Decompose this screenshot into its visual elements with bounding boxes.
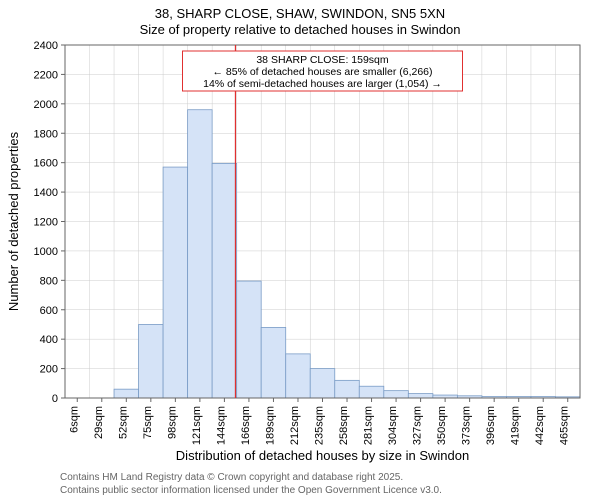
ytick-label: 600	[40, 305, 58, 317]
xtick-label: 98sqm	[166, 406, 178, 439]
xtick-label: 442sqm	[534, 406, 546, 445]
xtick-label: 52sqm	[117, 406, 129, 439]
ytick-label: 400	[40, 334, 58, 346]
chart-title-main: 38, SHARP CLOSE, SHAW, SWINDON, SN5 5XN	[155, 6, 445, 21]
annotation-line2: ← 85% of detached houses are smaller (6,…	[212, 66, 432, 78]
histogram-bar	[359, 386, 384, 398]
ytick-label: 0	[52, 393, 58, 405]
footer-line2: Contains public sector information licen…	[60, 485, 442, 496]
histogram-bar	[310, 369, 335, 398]
x-axis-label: Distribution of detached houses by size …	[176, 448, 469, 463]
xtick-label: 212sqm	[289, 406, 301, 445]
y-axis-label: Number of detached properties	[6, 131, 21, 311]
ytick-label: 200	[40, 364, 58, 376]
histogram-bar	[261, 327, 286, 398]
histogram-bar	[237, 281, 262, 398]
ytick-label: 2000	[34, 99, 58, 111]
footer-line1: Contains HM Land Registry data © Crown c…	[60, 472, 403, 483]
xtick-label: 396sqm	[485, 406, 497, 445]
xtick-label: 350sqm	[436, 406, 448, 445]
ytick-label: 2400	[34, 40, 58, 52]
histogram-bar	[335, 380, 360, 398]
xtick-label: 189sqm	[264, 406, 276, 445]
xtick-label: 75sqm	[142, 406, 154, 439]
histogram-bar	[286, 354, 311, 398]
xtick-label: 465sqm	[559, 406, 571, 445]
xtick-label: 419sqm	[510, 406, 522, 445]
xtick-label: 281sqm	[363, 406, 375, 445]
xtick-label: 29sqm	[93, 406, 105, 439]
histogram-bar	[139, 324, 164, 398]
histogram-bar	[212, 163, 237, 398]
annotation-line1: 38 SHARP CLOSE: 159sqm	[256, 54, 389, 66]
annotation-line3: 14% of semi-detached houses are larger (…	[203, 78, 442, 90]
xtick-label: 373sqm	[461, 406, 473, 445]
ytick-label: 1200	[34, 217, 58, 229]
xtick-label: 144sqm	[215, 406, 227, 445]
histogram-chart: 38, SHARP CLOSE, SHAW, SWINDON, SN5 5XNS…	[0, 0, 600, 500]
xtick-label: 121sqm	[191, 406, 203, 445]
xtick-label: 235sqm	[314, 406, 326, 445]
histogram-bar	[188, 110, 213, 398]
xtick-label: 258sqm	[338, 406, 350, 445]
chart-container: 38, SHARP CLOSE, SHAW, SWINDON, SN5 5XNS…	[0, 0, 600, 500]
ytick-label: 1000	[34, 246, 58, 258]
chart-title-sub: Size of property relative to detached ho…	[140, 22, 461, 37]
histogram-bar	[384, 391, 409, 398]
ytick-label: 1400	[34, 187, 58, 199]
ytick-label: 800	[40, 275, 58, 287]
xtick-label: 166sqm	[240, 406, 252, 445]
xtick-label: 6sqm	[68, 406, 80, 433]
xtick-label: 304sqm	[387, 406, 399, 445]
ytick-label: 1600	[34, 158, 58, 170]
ytick-label: 2200	[34, 69, 58, 81]
histogram-bar	[163, 167, 188, 398]
xtick-label: 327sqm	[412, 406, 424, 445]
ytick-label: 1800	[34, 128, 58, 140]
histogram-bar	[408, 394, 433, 398]
histogram-bar	[114, 389, 139, 398]
